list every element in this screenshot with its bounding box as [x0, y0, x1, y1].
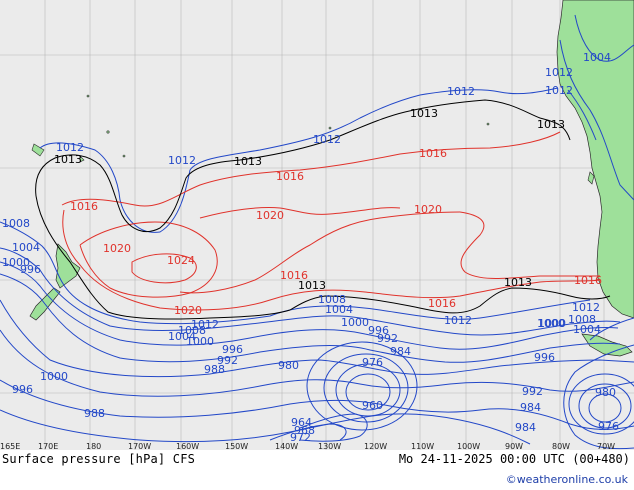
lon-tick: 165E: [0, 442, 20, 450]
ref-isobar-1013: [35, 99, 611, 320]
lon-tick: 170E: [38, 442, 58, 450]
isobar-label-988: 988: [204, 363, 225, 376]
lon-tick: 100W: [457, 442, 480, 450]
lon-tick: 90W: [505, 442, 523, 450]
isobar-label-1013: 1013: [410, 107, 438, 120]
isobar-label-1012: 1012: [56, 141, 84, 154]
isobar-label-1012: 1012: [545, 84, 573, 97]
isobar-label-992: 992: [217, 354, 238, 367]
isobar-label-1012: 1012: [444, 314, 472, 327]
isobar-label-1013: 1013: [234, 155, 262, 168]
valid-time: Mo 24-11-2025 00:00 UTC (00+480): [398, 452, 630, 466]
isobar-label-1000: 1000: [186, 335, 214, 348]
south-america-land: [556, 0, 634, 319]
lon-tick: 110W: [411, 442, 434, 450]
longitude-axis: 165E 170E 180 170W 160W 150W 140W 130W 1…: [0, 442, 615, 450]
isobar-label-1020: 1020: [174, 304, 202, 317]
isobar-label-1008: 1008: [178, 324, 206, 337]
high-isobars: [61, 131, 601, 311]
isobar-label-960: 960: [362, 399, 383, 412]
lon-tick: 140W: [275, 442, 298, 450]
isobar-label-976: 976: [362, 356, 383, 369]
isobar-label-1012: 1012: [572, 301, 600, 314]
isobar-label-992: 992: [377, 332, 398, 345]
isobar-label-1020: 1020: [414, 203, 442, 216]
isobar-label-988: 988: [84, 407, 105, 420]
isobar-label-1008: 1008: [318, 293, 346, 306]
pacific-islands: [31, 94, 595, 185]
lon-tick: 170W: [128, 442, 151, 450]
low-isobar-labels: 1012 1012 1012 1012 1012 1012 1004 1012 …: [2, 51, 619, 444]
ref-isobar-labels: 1013 1013 1013 1013 1013 1013: [54, 107, 565, 292]
lon-tick: 120W: [364, 442, 387, 450]
isobar-label-1000: 1000: [538, 317, 566, 330]
pressure-map: 1016 1016 1016 1020 1020 1020 1024 1016 …: [0, 0, 634, 450]
isobar-label-1004: 1004: [583, 51, 611, 64]
isobar-label-972: 972: [290, 431, 311, 444]
isobar-label-1000: 1000: [341, 316, 369, 329]
ocean-area: [0, 0, 634, 450]
isobar-label-1012: 1012: [168, 154, 196, 167]
credit-link[interactable]: ©weatheronline.co.uk: [505, 473, 628, 486]
isobar-label-996: 996: [534, 351, 555, 364]
isobar-label-980: 980: [278, 359, 299, 372]
isobar-label-1013: 1013: [537, 118, 565, 131]
isobar-label-1012: 1012: [447, 85, 475, 98]
isobar-label-996: 996: [368, 324, 389, 337]
isobar-label-980: 980: [595, 386, 616, 399]
isobar-label-1016: 1016: [574, 274, 602, 287]
isobar-label-1024: 1024: [167, 254, 195, 267]
isobar-label-1013: 1013: [504, 276, 532, 289]
lon-tick: 160W: [176, 442, 199, 450]
map-title: Surface pressure [hPa] CFS: [2, 452, 196, 466]
isobar-label-976: 976: [598, 420, 619, 433]
isobar-label-1016: 1016: [280, 269, 308, 282]
isobar-label-984: 984: [390, 345, 411, 358]
lon-tick: 130W: [318, 442, 341, 450]
lon-tick: 70W: [597, 442, 615, 450]
isobar-label-996: 996: [12, 383, 33, 396]
lon-tick: 180: [86, 442, 101, 450]
isobar-label-1004: 1004: [325, 303, 353, 316]
isobar-label-1012: 1012: [545, 66, 573, 79]
isobar-label-996: 996: [222, 343, 243, 356]
isobar-label-1004: 1004: [573, 323, 601, 336]
tierra-del-fuego-land: [581, 333, 633, 357]
isobar-label-968: 968: [294, 424, 315, 437]
isobar-label-1000: 1000: [2, 256, 30, 269]
isobar-label-1000: 1000: [40, 370, 68, 383]
high-isobar-labels: 1016 1016 1016 1020 1020 1020 1024 1016 …: [70, 147, 602, 317]
isobar-label-1012: 1012: [191, 318, 219, 331]
isobar-label-964: 964: [291, 416, 312, 429]
isobar-label-1016: 1016: [276, 170, 304, 183]
isobar-label-1013: 1013: [298, 279, 326, 292]
isobar-label-984: 984: [515, 421, 536, 434]
isobar-label-1004: 1004: [168, 330, 196, 343]
lon-tick: 80W: [552, 442, 570, 450]
isobar-label-996: 996: [20, 263, 41, 276]
isobar-label-1008: 1008: [568, 313, 596, 326]
isobar-label-1004: 1004: [12, 241, 40, 254]
isobar-label-984: 984: [520, 401, 541, 414]
isobar-label-1016: 1016: [428, 297, 456, 310]
isobar-label-1020: 1020: [256, 209, 284, 222]
isobar-label-1000: 1000: [537, 317, 565, 330]
isobar-label-992: 992: [522, 385, 543, 398]
isobar-label-1012: 1012: [313, 133, 341, 146]
isobar-label-1016: 1016: [70, 200, 98, 213]
isobar-label-1008: 1008: [2, 217, 30, 230]
new-zealand-north-island: [55, 243, 81, 289]
isobar-label-1013: 1013: [54, 153, 82, 166]
low-isobars: [0, 14, 634, 450]
isobar-label-1016: 1016: [419, 147, 447, 160]
isobar-label-1020: 1020: [103, 242, 131, 255]
lon-tick: 150W: [225, 442, 248, 450]
